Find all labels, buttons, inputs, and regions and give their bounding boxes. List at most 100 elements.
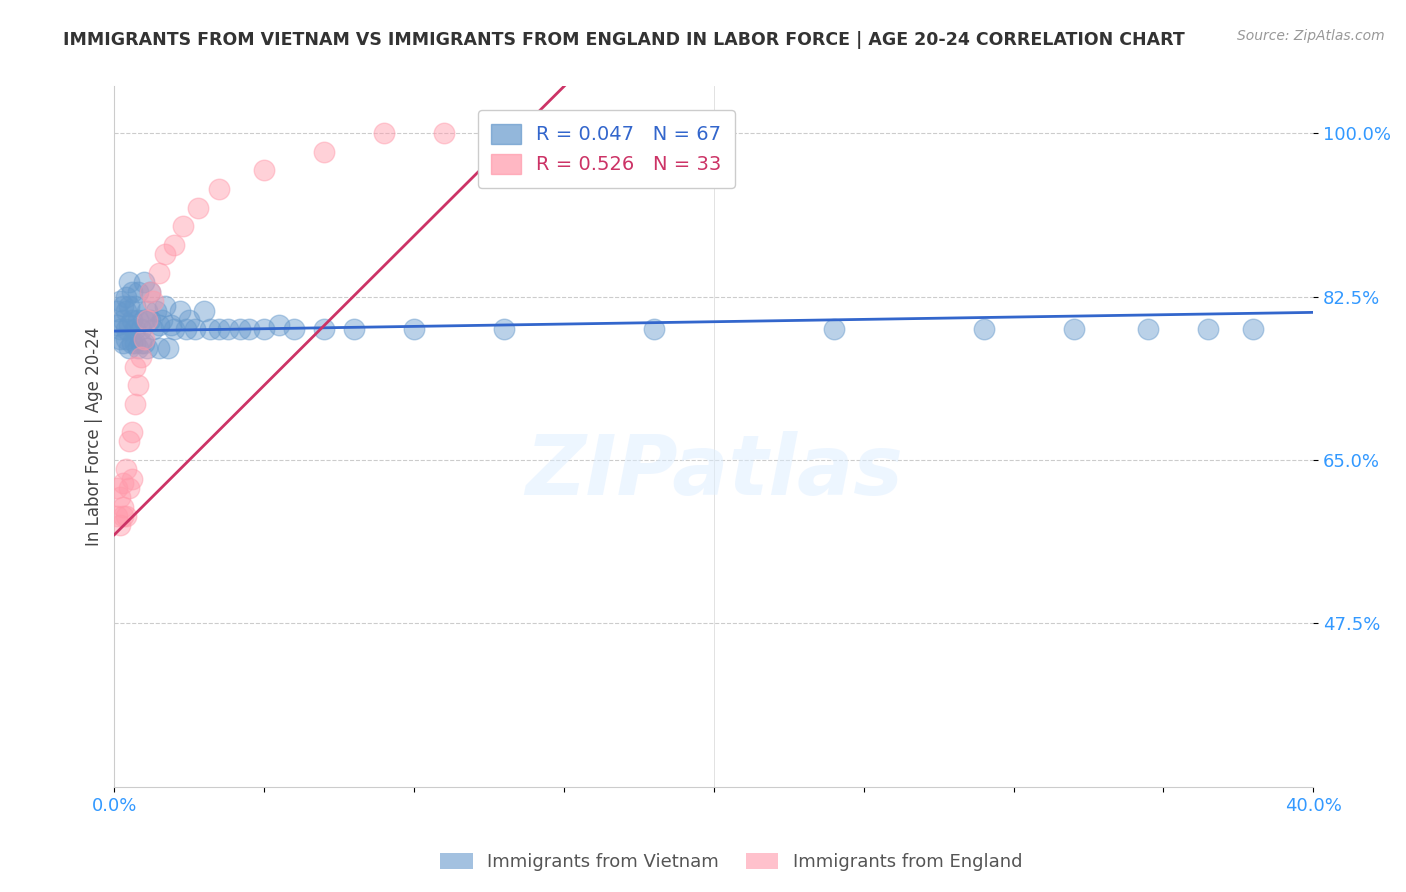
Point — [124, 397, 146, 411]
Point — [136, 341, 159, 355]
Point — [229, 322, 252, 336]
Point — [115, 332, 138, 346]
Point — [112, 476, 135, 491]
Point — [823, 322, 845, 336]
Point — [127, 341, 149, 355]
Point — [112, 508, 135, 523]
Point — [107, 318, 129, 332]
Point — [142, 294, 165, 309]
Point — [118, 299, 141, 313]
Point — [1063, 322, 1085, 336]
Point — [433, 126, 456, 140]
Point — [121, 425, 143, 439]
Point — [155, 247, 177, 261]
Point — [127, 285, 149, 299]
Point — [217, 322, 239, 336]
Point — [110, 294, 132, 309]
Point — [139, 285, 162, 299]
Point — [134, 276, 156, 290]
Point — [134, 336, 156, 351]
Point — [343, 322, 366, 336]
Point — [118, 341, 141, 355]
Point — [314, 322, 336, 336]
Point — [136, 313, 159, 327]
Point — [155, 299, 177, 313]
Point — [118, 481, 141, 495]
Point — [131, 336, 153, 351]
Point — [145, 303, 167, 318]
Point — [121, 336, 143, 351]
Point — [373, 126, 395, 140]
Point — [253, 163, 276, 178]
Point — [112, 336, 135, 351]
Text: IMMIGRANTS FROM VIETNAM VS IMMIGRANTS FROM ENGLAND IN LABOR FORCE | AGE 20-24 CO: IMMIGRANTS FROM VIETNAM VS IMMIGRANTS FR… — [63, 31, 1185, 49]
Point — [134, 313, 156, 327]
Point — [172, 219, 194, 234]
Point — [124, 299, 146, 313]
Point — [110, 518, 132, 533]
Point — [124, 336, 146, 351]
Point — [160, 318, 183, 332]
Point — [131, 350, 153, 364]
Point — [169, 303, 191, 318]
Point — [110, 332, 132, 346]
Point — [121, 313, 143, 327]
Point — [115, 462, 138, 476]
Point — [187, 201, 209, 215]
Point — [127, 313, 149, 327]
Point — [115, 508, 138, 523]
Point — [148, 318, 170, 332]
Point — [142, 322, 165, 336]
Point — [184, 322, 207, 336]
Point — [121, 285, 143, 299]
Point — [115, 303, 138, 318]
Y-axis label: In Labor Force | Age 20-24: In Labor Force | Age 20-24 — [86, 327, 103, 546]
Point — [131, 322, 153, 336]
Point — [208, 322, 231, 336]
Point — [1241, 322, 1264, 336]
Point — [139, 313, 162, 327]
Point — [314, 145, 336, 159]
Text: Source: ZipAtlas.com: Source: ZipAtlas.com — [1237, 29, 1385, 43]
Point — [238, 322, 260, 336]
Point — [121, 472, 143, 486]
Point — [643, 322, 665, 336]
Point — [112, 500, 135, 514]
Point — [112, 313, 135, 327]
Point — [110, 491, 132, 505]
Point — [1137, 322, 1160, 336]
Point — [404, 322, 426, 336]
Point — [107, 508, 129, 523]
Point — [124, 359, 146, 374]
Point — [973, 322, 995, 336]
Point — [107, 303, 129, 318]
Point — [150, 313, 173, 327]
Point — [139, 285, 162, 299]
Point — [643, 126, 665, 140]
Point — [127, 378, 149, 392]
Text: ZIPatlas: ZIPatlas — [524, 431, 903, 512]
Point — [157, 341, 180, 355]
Point — [118, 318, 141, 332]
Point — [107, 481, 129, 495]
Point — [163, 322, 186, 336]
Point — [193, 303, 215, 318]
Point — [492, 322, 515, 336]
Point — [179, 313, 201, 327]
Point — [163, 238, 186, 252]
Point — [134, 332, 156, 346]
Point — [124, 322, 146, 336]
Point — [115, 322, 138, 336]
Point — [110, 322, 132, 336]
Point — [136, 303, 159, 318]
Point — [269, 318, 291, 332]
Point — [208, 182, 231, 196]
Point — [118, 434, 141, 449]
Point — [523, 126, 546, 140]
Legend: R = 0.047   N = 67, R = 0.526   N = 33: R = 0.047 N = 67, R = 0.526 N = 33 — [478, 110, 735, 188]
Point — [1197, 322, 1219, 336]
Point — [283, 322, 305, 336]
Legend: Immigrants from Vietnam, Immigrants from England: Immigrants from Vietnam, Immigrants from… — [433, 846, 1029, 879]
Point — [112, 299, 135, 313]
Point — [253, 322, 276, 336]
